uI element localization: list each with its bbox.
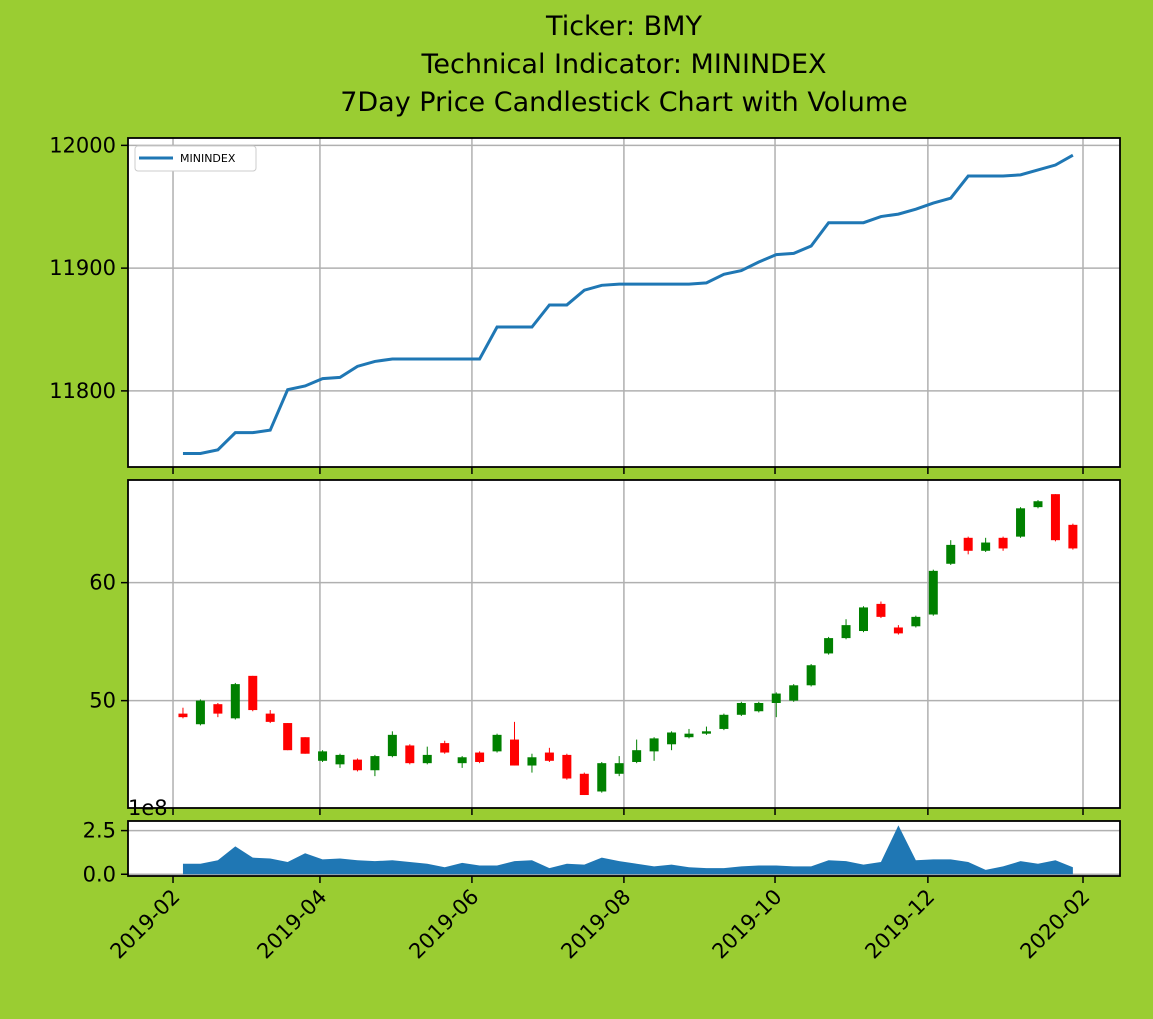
candle-body bbox=[911, 616, 921, 627]
offset-label: 1e8 bbox=[128, 796, 168, 820]
plot-frame bbox=[127, 137, 1121, 468]
candle-body bbox=[422, 754, 432, 764]
candle-body bbox=[789, 685, 799, 701]
candle-body bbox=[1068, 524, 1078, 549]
legend-box bbox=[134, 145, 257, 172]
candle-body bbox=[265, 713, 275, 722]
chart-title: 7Day Price Candlestick Chart with Volume bbox=[340, 87, 908, 118]
candle-body bbox=[1050, 494, 1060, 541]
candle-body bbox=[387, 734, 397, 757]
candle-body bbox=[475, 752, 485, 762]
candle-body bbox=[858, 607, 868, 632]
candle-body bbox=[300, 737, 310, 754]
candle-body bbox=[352, 759, 362, 771]
candle-body bbox=[562, 754, 572, 779]
volume-area bbox=[182, 825, 1073, 875]
candle-body bbox=[195, 700, 205, 725]
candle-body bbox=[527, 757, 537, 766]
candle-body bbox=[213, 704, 223, 714]
candle-body bbox=[928, 570, 938, 615]
y-tick-label: 50 bbox=[89, 689, 116, 713]
candle-body bbox=[440, 743, 450, 753]
candle-body bbox=[701, 731, 711, 734]
candle-body bbox=[370, 756, 380, 771]
candle-body bbox=[318, 751, 328, 761]
candle-body bbox=[544, 752, 554, 761]
candle-body bbox=[754, 702, 764, 712]
y-tick-label: 60 bbox=[89, 571, 116, 595]
candle-body bbox=[1016, 508, 1026, 537]
candle-body bbox=[667, 732, 677, 745]
candle-body bbox=[597, 763, 607, 792]
y-tick-label: 12000 bbox=[49, 133, 116, 157]
candle-body bbox=[632, 750, 642, 762]
candle-body bbox=[719, 714, 729, 729]
candle-body bbox=[230, 684, 240, 719]
plot-frame bbox=[127, 820, 1121, 877]
chart-title: Technical Indicator: MININDEX bbox=[420, 49, 826, 80]
legend-label: MININDEX bbox=[180, 152, 236, 165]
candle-body bbox=[283, 723, 293, 751]
candle-body bbox=[806, 665, 816, 686]
candle-body bbox=[963, 537, 973, 551]
candle-body bbox=[492, 734, 502, 752]
line-series bbox=[182, 153, 1074, 455]
y-tick-label: 0.0 bbox=[83, 862, 116, 886]
candle-body bbox=[981, 542, 991, 551]
candle-body bbox=[1033, 501, 1043, 508]
candle-body bbox=[946, 544, 956, 564]
y-tick-label: 11800 bbox=[49, 379, 116, 403]
candle-body bbox=[998, 537, 1008, 549]
candle-body bbox=[771, 693, 781, 703]
chart-title: Ticker: BMY bbox=[545, 11, 702, 42]
candle-body bbox=[876, 603, 886, 617]
candle-body bbox=[841, 625, 851, 639]
candle-body bbox=[684, 733, 694, 738]
candle-body bbox=[649, 738, 659, 752]
y-tick-label: 2.5 bbox=[83, 819, 116, 843]
candle-body bbox=[457, 757, 467, 764]
y-tick-label: 11900 bbox=[49, 256, 116, 280]
candle-body bbox=[510, 739, 520, 766]
candle-body bbox=[248, 675, 258, 711]
candle-body bbox=[893, 627, 903, 634]
plot-frame bbox=[127, 479, 1121, 809]
candle-body bbox=[736, 702, 746, 715]
candle-body bbox=[405, 745, 415, 764]
candle-body bbox=[335, 754, 345, 765]
candle-body bbox=[614, 763, 624, 774]
candle-body bbox=[178, 713, 188, 718]
candle-body bbox=[579, 773, 589, 796]
candle-body bbox=[824, 638, 834, 654]
